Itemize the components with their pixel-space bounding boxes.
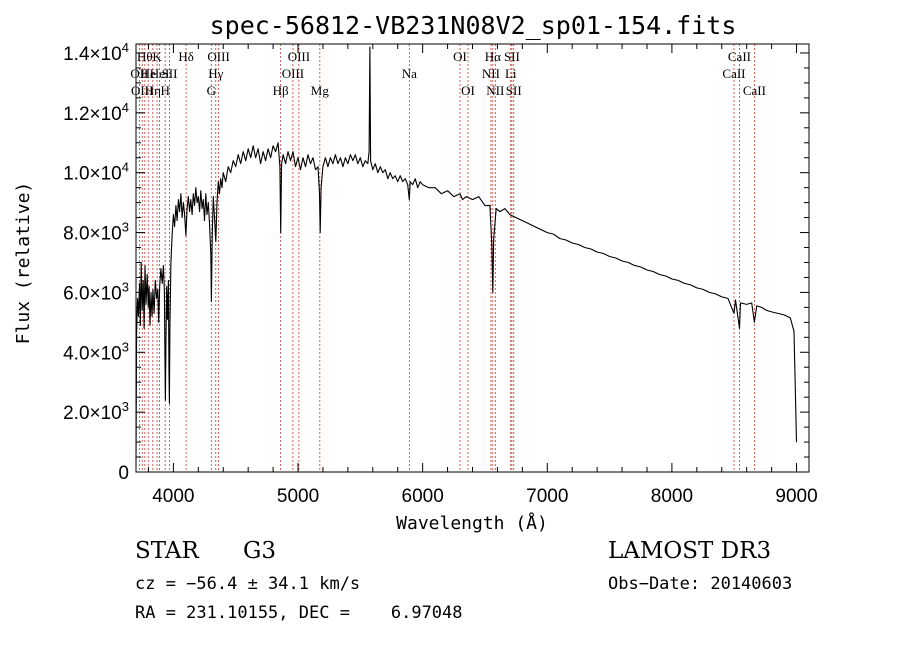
- y-tick-label: 1.4×104: [63, 40, 129, 65]
- chart-title: spec-56812-VB231N08V2_sp01-154.fits: [210, 11, 737, 40]
- x-tick-label: 7000: [526, 486, 568, 507]
- line-label: SII: [506, 83, 522, 98]
- object-class: STAR: [135, 538, 199, 564]
- y-tick-label: 8.0×103: [63, 220, 129, 245]
- obs-date: Obs−Date: 20140603: [608, 574, 793, 594]
- line-label: CaII: [722, 66, 745, 81]
- line-label: OIII: [282, 66, 304, 81]
- x-tick-label: 8000: [651, 486, 693, 507]
- line-label: SII: [162, 66, 178, 81]
- line-label: Hα: [485, 49, 501, 64]
- y-tick-label: 0: [118, 463, 129, 484]
- line-label: OIII: [207, 49, 229, 64]
- line-label: OII: [130, 66, 148, 81]
- line-label: He: [141, 66, 156, 81]
- redshift-text: cz = −56.4 ± 34.1 km/s: [135, 574, 361, 594]
- x-tick-label: 9000: [775, 486, 817, 507]
- line-label: OIII: [288, 49, 310, 64]
- line-label: Li: [505, 66, 517, 81]
- line-label: SII: [504, 49, 520, 64]
- y-tick-label: 6.0×103: [63, 279, 129, 304]
- line-label: NII: [486, 83, 504, 98]
- line-label: Hγ: [208, 66, 223, 81]
- y-tick-label: 1.0×104: [63, 160, 129, 185]
- x-tick-label: 5000: [277, 486, 319, 507]
- line-label: G: [207, 83, 216, 98]
- flux-series: [135, 46, 798, 461]
- line-label: K: [152, 49, 162, 64]
- line-label: Hη: [145, 83, 161, 98]
- line-label: OIII: [131, 83, 153, 98]
- x-axis: 4000 5000 6000 7000 8000 9000: [147, 44, 818, 507]
- line-label: OI: [461, 83, 475, 98]
- y-tick-label: 2.0×103: [63, 399, 129, 424]
- line-markers: [138, 44, 755, 472]
- x-tick-label: 6000: [402, 486, 444, 507]
- plot-frame: [135, 43, 810, 473]
- object-subclass: G3: [243, 538, 277, 564]
- x-axis-label: Wavelength (Å): [396, 512, 548, 534]
- line-label: Hδ: [178, 49, 194, 64]
- y-axis: 0 2.0×103 4.0×103 6.0×103 8.0×103 1.0×104 1.2×…: [63, 40, 809, 484]
- line-label: NII: [482, 66, 500, 81]
- line-label: Hβ: [273, 83, 289, 98]
- line-label: Na: [402, 66, 417, 81]
- line-label: CaII: [728, 49, 751, 64]
- line-label: OI: [453, 49, 467, 64]
- line-label: Hθ: [137, 49, 153, 64]
- line-label: H: [160, 83, 169, 98]
- y-tick-label: 1.2×104: [63, 100, 129, 125]
- coordinates: RA = 231.10155, DEC = 6.97048: [135, 603, 463, 623]
- y-axis-label: Flux (relative): [13, 182, 34, 345]
- survey-name: LAMOST DR3: [608, 538, 772, 564]
- x-tick-label: 4000: [152, 486, 194, 507]
- y-tick-label: 4.0×103: [63, 339, 129, 364]
- line-label: CaII: [743, 83, 766, 98]
- line-labels: OIIOIIIHθHeHηKHeIHSIIHδGHγOIIIHβOIIIOIII…: [130, 49, 766, 98]
- line-label: Mg: [311, 83, 330, 98]
- line-label: HeI: [150, 66, 170, 81]
